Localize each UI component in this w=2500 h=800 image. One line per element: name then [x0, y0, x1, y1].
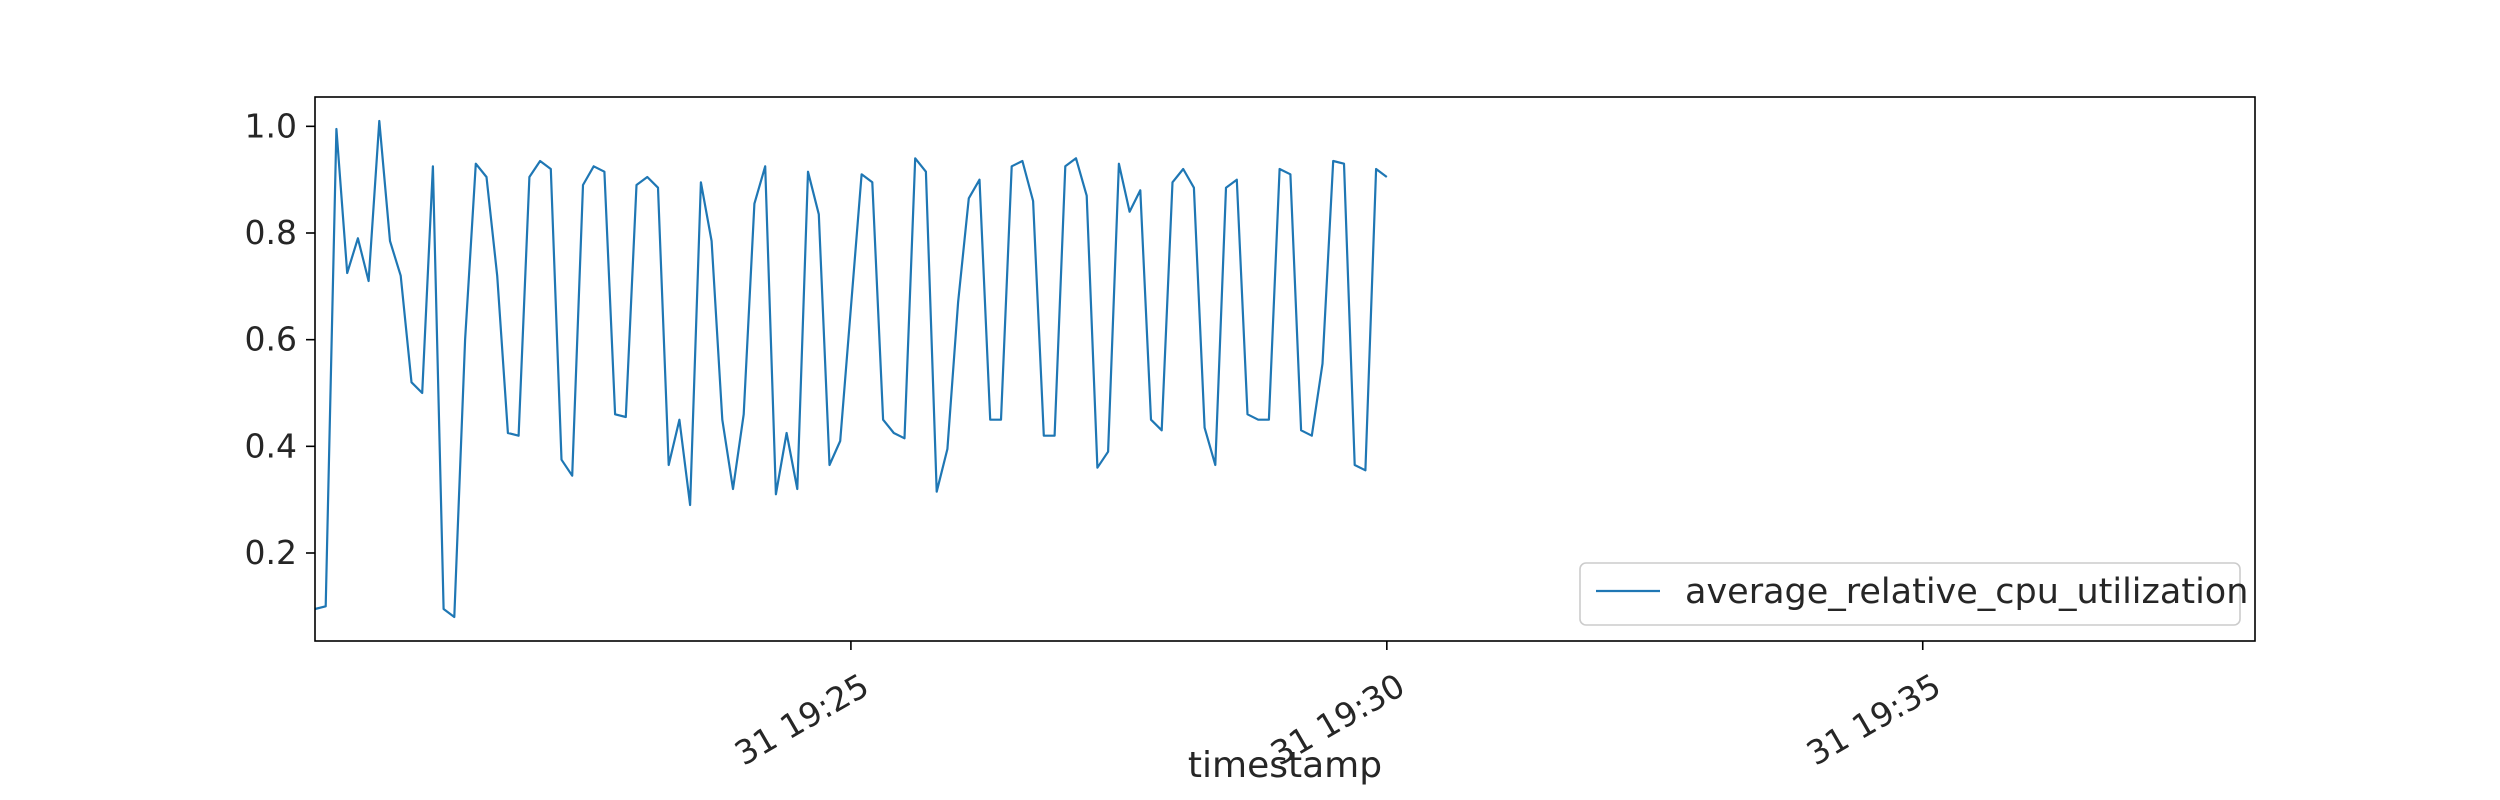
- legend-frame: [1579, 562, 2241, 626]
- plot-area: [314, 96, 2256, 642]
- x-tick-label: 31 19:35: [1800, 666, 1947, 774]
- y-tick-label: 0.2: [245, 533, 297, 572]
- y-tick-label: 0.6: [245, 320, 297, 359]
- x-axis-title: timestamp: [1188, 745, 1382, 786]
- legend: average_relative_cpu_utilization: [1579, 562, 2248, 626]
- y-tick-label: 0.4: [245, 426, 297, 465]
- y-axis: 0.2 0.4 0.6 0.8 1.0: [245, 106, 315, 572]
- legend-label: average_relative_cpu_utilization: [1685, 572, 2248, 612]
- series-line-average-relative-cpu-utilization: [314, 119, 1388, 619]
- y-tick-label: 1.0: [245, 106, 297, 145]
- y-tick-label: 0.8: [245, 213, 297, 252]
- plot-frame: [314, 96, 2256, 642]
- x-tick-label: 31 19:25: [728, 666, 875, 774]
